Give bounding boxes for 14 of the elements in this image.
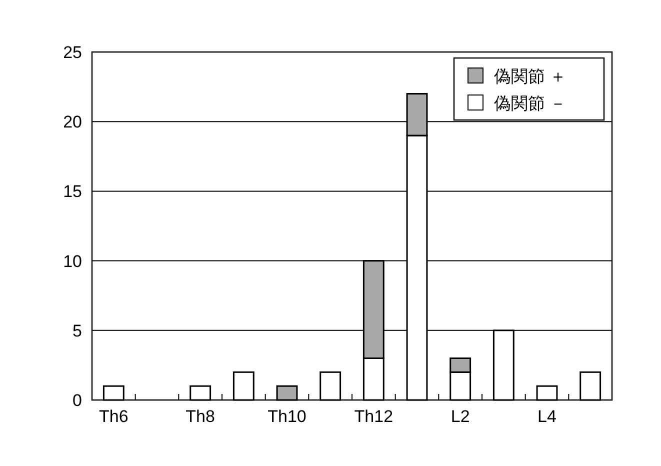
x-tick-label: Th10 [268,407,306,426]
x-tick-label: Th12 [354,407,394,426]
legend-label: 偽関節 － [494,94,567,113]
x-tick-label: L2 [450,407,470,426]
y-tick-label: 15 [63,182,82,202]
x-tick-label: L4 [538,407,556,426]
y-tick-label: 0 [72,391,82,410]
y-tick-label: 5 [72,321,82,340]
y-tick-label: 10 [63,252,82,271]
x-tick-label: Th8 [186,407,215,426]
x-tick-label: Th6 [99,407,128,426]
legend-label: 偽関節 ＋ [494,67,567,86]
y-tick-label: 20 [63,112,82,132]
y-tick-label: 25 [63,43,82,62]
